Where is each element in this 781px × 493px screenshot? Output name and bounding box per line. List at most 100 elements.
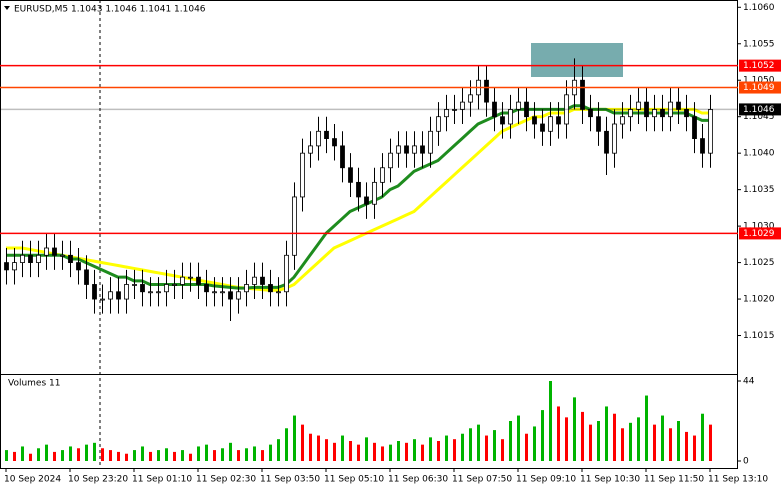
y-tick-label: 44: [743, 377, 755, 387]
candle-body: [676, 101, 681, 110]
volume-bar: [685, 431, 688, 461]
candle-body: [684, 109, 689, 118]
candle-body: [484, 79, 489, 103]
candle-body: [212, 291, 217, 294]
volume-bar: [429, 437, 432, 461]
volume-bar: [373, 442, 376, 461]
volume-bar: [69, 446, 72, 461]
candle-body: [532, 116, 537, 125]
volume-bar: [389, 444, 392, 461]
candle-body: [436, 116, 441, 132]
volume-bar: [525, 433, 528, 461]
candle-body: [348, 167, 353, 183]
volume-bar: [469, 428, 472, 461]
y-tick-label: 1.1030: [743, 222, 775, 232]
volume-bar: [229, 442, 232, 461]
candle-body: [412, 145, 417, 154]
volume-bar: [581, 411, 584, 461]
candle-body: [540, 123, 545, 132]
volume-bar: [461, 433, 464, 461]
volume-bar: [333, 442, 336, 461]
volume-bar: [29, 453, 32, 461]
y-tick-label: 1.1015: [743, 331, 775, 341]
x-tick-label: 11 Sep 13:10: [708, 475, 768, 485]
candle-body: [76, 262, 81, 271]
candle-body: [188, 276, 193, 279]
candle-body: [36, 254, 41, 263]
level-label: 1.1049: [743, 83, 775, 93]
candle-body: [172, 284, 177, 286]
candle-body: [196, 276, 201, 285]
x-tick-label: 11 Sep 09:10: [516, 475, 576, 485]
volume-bar: [341, 435, 344, 461]
y-tick-label: 0: [743, 457, 749, 467]
x-tick-label: 11 Sep 10:30: [580, 475, 640, 485]
candle-body: [660, 109, 665, 118]
candle-body: [644, 101, 649, 118]
volume-bar: [213, 450, 216, 461]
candle-body: [100, 298, 105, 301]
candle-body: [404, 145, 409, 154]
candle-body: [228, 291, 233, 300]
volume-bar: [53, 451, 56, 461]
volume-bar: [413, 439, 416, 461]
level-label: 1.1052: [743, 61, 775, 71]
volume-bar: [301, 424, 304, 461]
level-label: 1.1029: [743, 229, 775, 239]
volume-bar: [517, 415, 520, 461]
candle-body: [700, 138, 705, 154]
candle-body: [636, 101, 641, 110]
candle-body: [60, 254, 65, 257]
candle-body: [468, 94, 473, 103]
candle-body: [444, 109, 449, 118]
volume-bar: [645, 395, 648, 461]
volume-bar: [557, 406, 560, 461]
candle-body: [52, 247, 57, 256]
x-tick-label: 11 Sep 06:30: [388, 475, 448, 485]
candle-body: [388, 152, 393, 169]
candle-body: [252, 276, 257, 285]
candle-body: [12, 262, 17, 271]
y-tick-label: 1.1060: [743, 3, 775, 13]
volume-bar: [613, 413, 616, 461]
volume-bar: [221, 448, 224, 461]
level-label: 1.1046: [743, 105, 775, 115]
candle-body: [588, 109, 593, 118]
candle-body: [500, 116, 505, 125]
marks: [0, 6, 741, 472]
candle-body: [244, 284, 249, 293]
volume-bar: [317, 435, 320, 461]
volume-bar: [173, 451, 176, 461]
volume-bar: [349, 441, 352, 461]
volume-bar: [477, 424, 480, 461]
candle-body: [276, 291, 281, 294]
volume-bar: [125, 453, 128, 461]
candle-body: [364, 196, 369, 205]
volume-bar: [637, 417, 640, 461]
candle-body: [292, 196, 297, 256]
candle-body: [92, 284, 97, 300]
candle-body: [284, 254, 289, 293]
volume-bar: [13, 451, 16, 461]
volume-bar: [357, 444, 360, 461]
volume-bar: [101, 448, 104, 461]
volume-bar: [693, 435, 696, 461]
candle-body: [68, 254, 73, 263]
candle-body: [452, 109, 457, 111]
volume-bar: [709, 424, 712, 461]
candle-body: [180, 276, 185, 285]
candle-body: [492, 101, 497, 118]
candle-body: [396, 145, 401, 154]
volume-bar: [485, 435, 488, 461]
candle-body: [564, 94, 569, 125]
candle-body: [428, 130, 433, 154]
volume-bar: [661, 415, 664, 461]
candle-body: [204, 284, 209, 293]
x-tick-label: 11 Sep 03:50: [260, 475, 320, 485]
candle-body: [316, 130, 321, 147]
candle-body: [132, 284, 137, 286]
volume-bar: [245, 448, 248, 461]
candle-body: [44, 247, 49, 256]
volume-bar: [253, 446, 256, 461]
